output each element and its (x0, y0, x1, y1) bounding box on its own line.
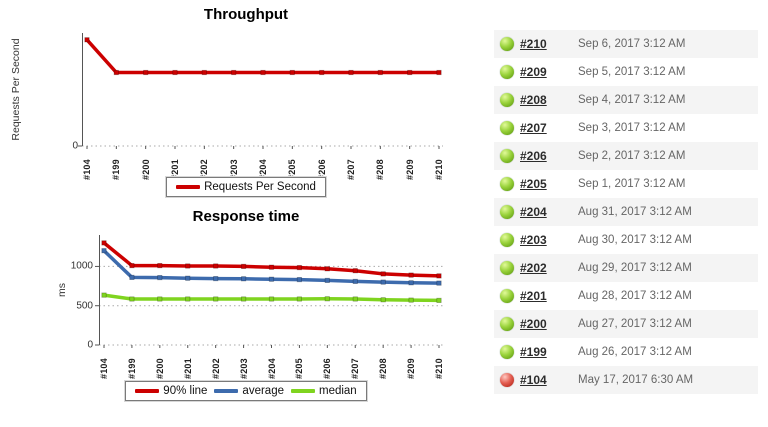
build-date: Aug 31, 2017 3:12 AM (578, 206, 692, 218)
legend-label: Requests Per Second (204, 181, 316, 193)
build-date: Sep 1, 2017 3:12 AM (578, 178, 686, 190)
build-link[interactable]: #204 (520, 205, 547, 219)
build-date: Aug 27, 2017 3:12 AM (578, 318, 692, 330)
x-tick-label: #104 (99, 358, 109, 379)
y-tick-label: 0 (87, 339, 93, 351)
legend-item: average (214, 385, 284, 397)
build-row[interactable]: #209 Sep 5, 2017 3:12 AM (494, 58, 758, 86)
response-time-chart-title: Response time (192, 208, 300, 225)
response-time-plot-area (95, 235, 443, 348)
build-link[interactable]: #203 (520, 233, 547, 247)
build-row[interactable]: #200 Aug 27, 2017 3:12 AM (494, 310, 758, 338)
build-date: Sep 5, 2017 3:12 AM (578, 66, 686, 78)
build-link[interactable]: #200 (520, 317, 547, 331)
build-row[interactable]: #202 Aug 29, 2017 3:12 AM (494, 254, 758, 282)
build-history-list: #210 Sep 6, 2017 3:12 AM #209 Sep 5, 201… (494, 30, 758, 394)
build-link[interactable]: #206 (520, 149, 547, 163)
legend-label: 90% line (163, 385, 208, 397)
build-status-ball-icon (500, 373, 514, 387)
build-row[interactable]: #205 Sep 1, 2017 3:12 AM (494, 170, 758, 198)
build-link[interactable]: #210 (520, 37, 547, 51)
legend-line-swatch (176, 185, 201, 189)
legend-item: Requests Per Second (176, 181, 316, 193)
throughput-chart-title: Throughput (203, 6, 289, 23)
build-link[interactable]: #208 (520, 93, 547, 107)
x-tick-label: #201 (182, 358, 193, 379)
build-status-ball-icon (500, 289, 514, 303)
build-status-ball-icon (500, 261, 514, 275)
x-tick-label: #199 (126, 358, 137, 379)
build-status-ball-icon (500, 345, 514, 359)
legend-box: Requests Per Second (165, 176, 327, 198)
legend-label: average (242, 385, 284, 397)
x-tick-label: #202 (210, 358, 221, 379)
build-date: Aug 28, 2017 3:12 AM (578, 290, 692, 302)
build-status-ball-icon (500, 65, 514, 79)
build-link[interactable]: #104 (520, 373, 547, 387)
build-link[interactable]: #201 (520, 289, 547, 303)
build-date: Sep 6, 2017 3:12 AM (578, 38, 686, 50)
throughput-line-chart (78, 33, 443, 149)
build-status-ball-icon (500, 121, 514, 135)
legend-line-swatch (290, 389, 315, 393)
build-date: Aug 29, 2017 3:12 AM (578, 262, 692, 274)
build-status-ball-icon (500, 233, 514, 247)
legend-item: median (290, 385, 357, 397)
legend-box: 90% line average median (124, 380, 368, 402)
build-status-ball-icon (500, 177, 514, 191)
response-time-y-ticks: 0 500 1000 (60, 235, 93, 351)
build-row[interactable]: #207 Sep 3, 2017 3:12 AM (494, 114, 758, 142)
build-link[interactable]: #209 (520, 65, 547, 79)
x-tick-label: #209 (406, 358, 417, 379)
x-tick-label: #200 (154, 358, 165, 379)
x-tick-label: #210 (434, 358, 444, 379)
response-time-x-ticks: #104 #199 #200 #201 #202 #203 #204 #205 #206 #207… (99, 349, 444, 383)
y-tick-label: 1000 (70, 260, 93, 272)
build-date: Sep 4, 2017 3:12 AM (578, 94, 686, 106)
build-link[interactable]: #202 (520, 261, 547, 275)
build-row[interactable]: #208 Sep 4, 2017 3:12 AM (494, 86, 758, 114)
build-status-ball-icon (500, 149, 514, 163)
legend-label: median (318, 385, 357, 397)
throughput-plot-area (78, 33, 443, 149)
x-tick-label: #208 (378, 358, 389, 379)
y-tick-label: 0 (72, 140, 78, 152)
x-tick-label: #204 (266, 358, 277, 379)
build-row[interactable]: #206 Sep 2, 2017 3:12 AM (494, 142, 758, 170)
build-link[interactable]: #205 (520, 177, 547, 191)
response-time-legend: 90% line average median (0, 380, 492, 402)
build-row[interactable]: #104 May 17, 2017 6:30 AM (494, 366, 758, 394)
build-date: Sep 2, 2017 3:12 AM (578, 150, 686, 162)
legend-line-swatch (135, 389, 160, 393)
throughput-legend: Requests Per Second (0, 176, 492, 198)
legend-item: 90% line (135, 385, 207, 397)
build-date: May 17, 2017 6:30 AM (578, 374, 694, 386)
legend-line-swatch (214, 389, 239, 393)
x-tick-label: #203 (238, 358, 249, 379)
y-tick-label: 500 (76, 300, 93, 312)
build-row[interactable]: #201 Aug 28, 2017 3:12 AM (494, 282, 758, 310)
build-link[interactable]: #207 (520, 121, 547, 135)
build-row[interactable]: #204 Aug 31, 2017 3:12 AM (494, 198, 758, 226)
build-date: Sep 3, 2017 3:12 AM (578, 122, 686, 134)
charts-column: Throughput Requests Per Second 0 #104 #19… (0, 6, 492, 402)
x-tick-label: #206 (322, 358, 333, 379)
build-status-ball-icon (500, 205, 514, 219)
x-tick-label: #205 (294, 358, 305, 379)
build-row[interactable]: #210 Sep 6, 2017 3:12 AM (494, 30, 758, 58)
build-status-ball-icon (500, 93, 514, 107)
build-date: Aug 30, 2017 3:12 AM (578, 234, 692, 246)
build-row[interactable]: #199 Aug 26, 2017 3:12 AM (494, 338, 758, 366)
x-tick-label: #207 (350, 358, 361, 379)
throughput-y-ticks: 0 (48, 33, 78, 152)
build-row[interactable]: #203 Aug 30, 2017 3:12 AM (494, 226, 758, 254)
response-time-line-chart (95, 235, 443, 348)
build-date: Aug 26, 2017 3:12 AM (578, 346, 692, 358)
build-status-ball-icon (500, 37, 514, 51)
build-status-ball-icon (500, 317, 514, 331)
throughput-y-axis-label: Requests Per Second (10, 38, 22, 141)
build-link[interactable]: #199 (520, 345, 547, 359)
